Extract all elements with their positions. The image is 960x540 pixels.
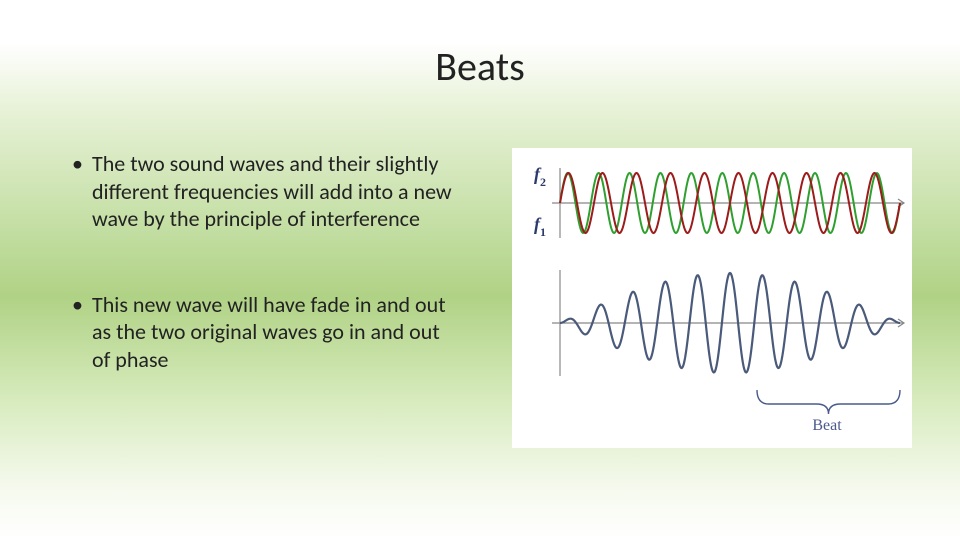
bullet-item: The two sound waves and their slightly d…	[72, 150, 462, 233]
beats-figure: f2f1Beat	[512, 148, 912, 448]
wave-svg: f2f1Beat	[512, 148, 912, 448]
bullet-item: This new wave will have fade in and out …	[72, 291, 462, 374]
slide: Beats The two sound waves and their slig…	[0, 0, 960, 540]
beat-label: Beat	[812, 417, 842, 434]
slide-title: Beats	[0, 42, 960, 91]
bullet-list: The two sound waves and their slightly d…	[72, 150, 462, 431]
